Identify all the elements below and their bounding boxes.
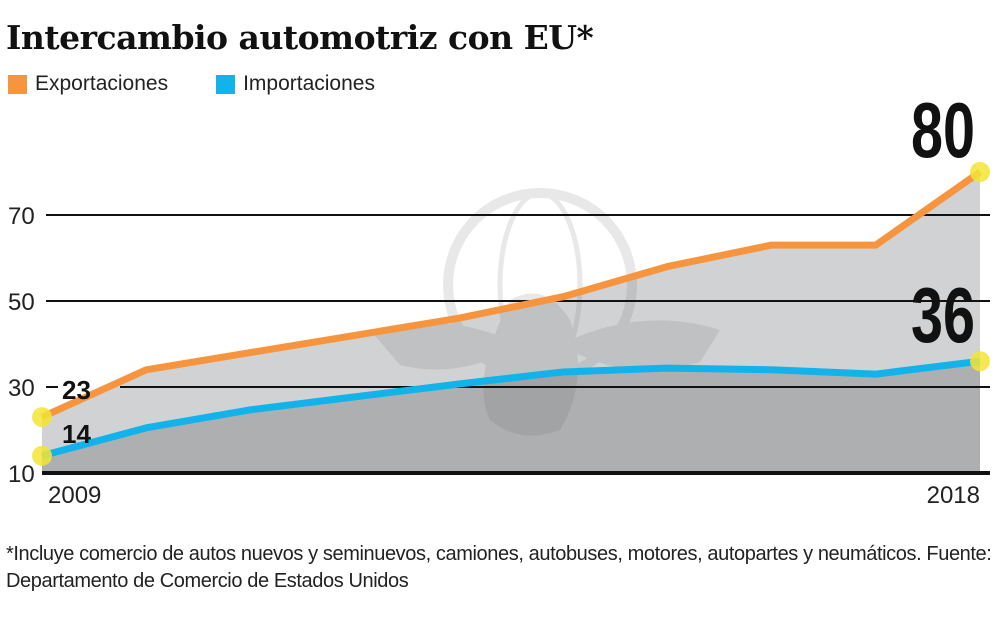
legend-swatch-importaciones xyxy=(216,74,236,94)
series-line-importaciones xyxy=(41,357,981,460)
legend-label-importaciones: Importaciones xyxy=(243,72,375,95)
y-tick-label: 30 xyxy=(8,375,35,402)
area-fill-importaciones xyxy=(42,361,980,473)
highlight-dot-exportaciones-2018 xyxy=(970,162,990,182)
chart-title: Intercambio automotriz con EU* xyxy=(6,18,594,57)
annotations: 23 14 80 36 xyxy=(62,86,975,449)
series-line-exportaciones xyxy=(40,169,983,421)
watermark-eagle-body xyxy=(483,293,578,436)
data-label-exportaciones-2009: 23 xyxy=(62,375,91,405)
y-tick-label: 50 xyxy=(8,289,35,316)
legend-item-exportaciones: Exportaciones xyxy=(8,72,168,96)
highlight-dot-importaciones-2018 xyxy=(970,351,990,372)
legend-swatch-exportaciones xyxy=(8,74,27,94)
gridlines xyxy=(42,214,990,475)
legend-label-exportaciones: Exportaciones xyxy=(35,72,169,95)
watermark-eagle-wing-left xyxy=(370,322,520,370)
data-label-importaciones-2009: 14 xyxy=(62,419,91,449)
x-tick-label: 2009 xyxy=(48,482,101,509)
footnote-source: *Incluye comercio de autos nuevos y semi… xyxy=(6,543,992,592)
highlight-dot-exportaciones-2009 xyxy=(32,407,52,428)
y-tick-label: 70 xyxy=(8,203,35,230)
legend: Exportaciones Importaciones xyxy=(8,71,423,97)
data-label-importaciones-2018: 36 xyxy=(911,271,975,359)
watermark-eagle-wing-right xyxy=(560,320,720,371)
chart-area: 10 30 50 70 23 14 80 36 2009 2018 xyxy=(8,86,990,509)
highlight-dots xyxy=(32,162,990,466)
y-tick-label: 10 xyxy=(8,461,35,488)
series-lines xyxy=(40,169,983,460)
x-tick-label: 2018 xyxy=(927,482,980,509)
legend-item-importaciones: Importaciones xyxy=(216,72,375,96)
y-axis-ticks: 10 30 50 70 xyxy=(8,203,35,488)
highlight-dot-importaciones-2009 xyxy=(32,445,52,466)
data-label-exportaciones-2018: 80 xyxy=(911,86,975,174)
x-axis-ticks: 2009 2018 xyxy=(48,482,980,509)
area-fills xyxy=(42,172,980,473)
